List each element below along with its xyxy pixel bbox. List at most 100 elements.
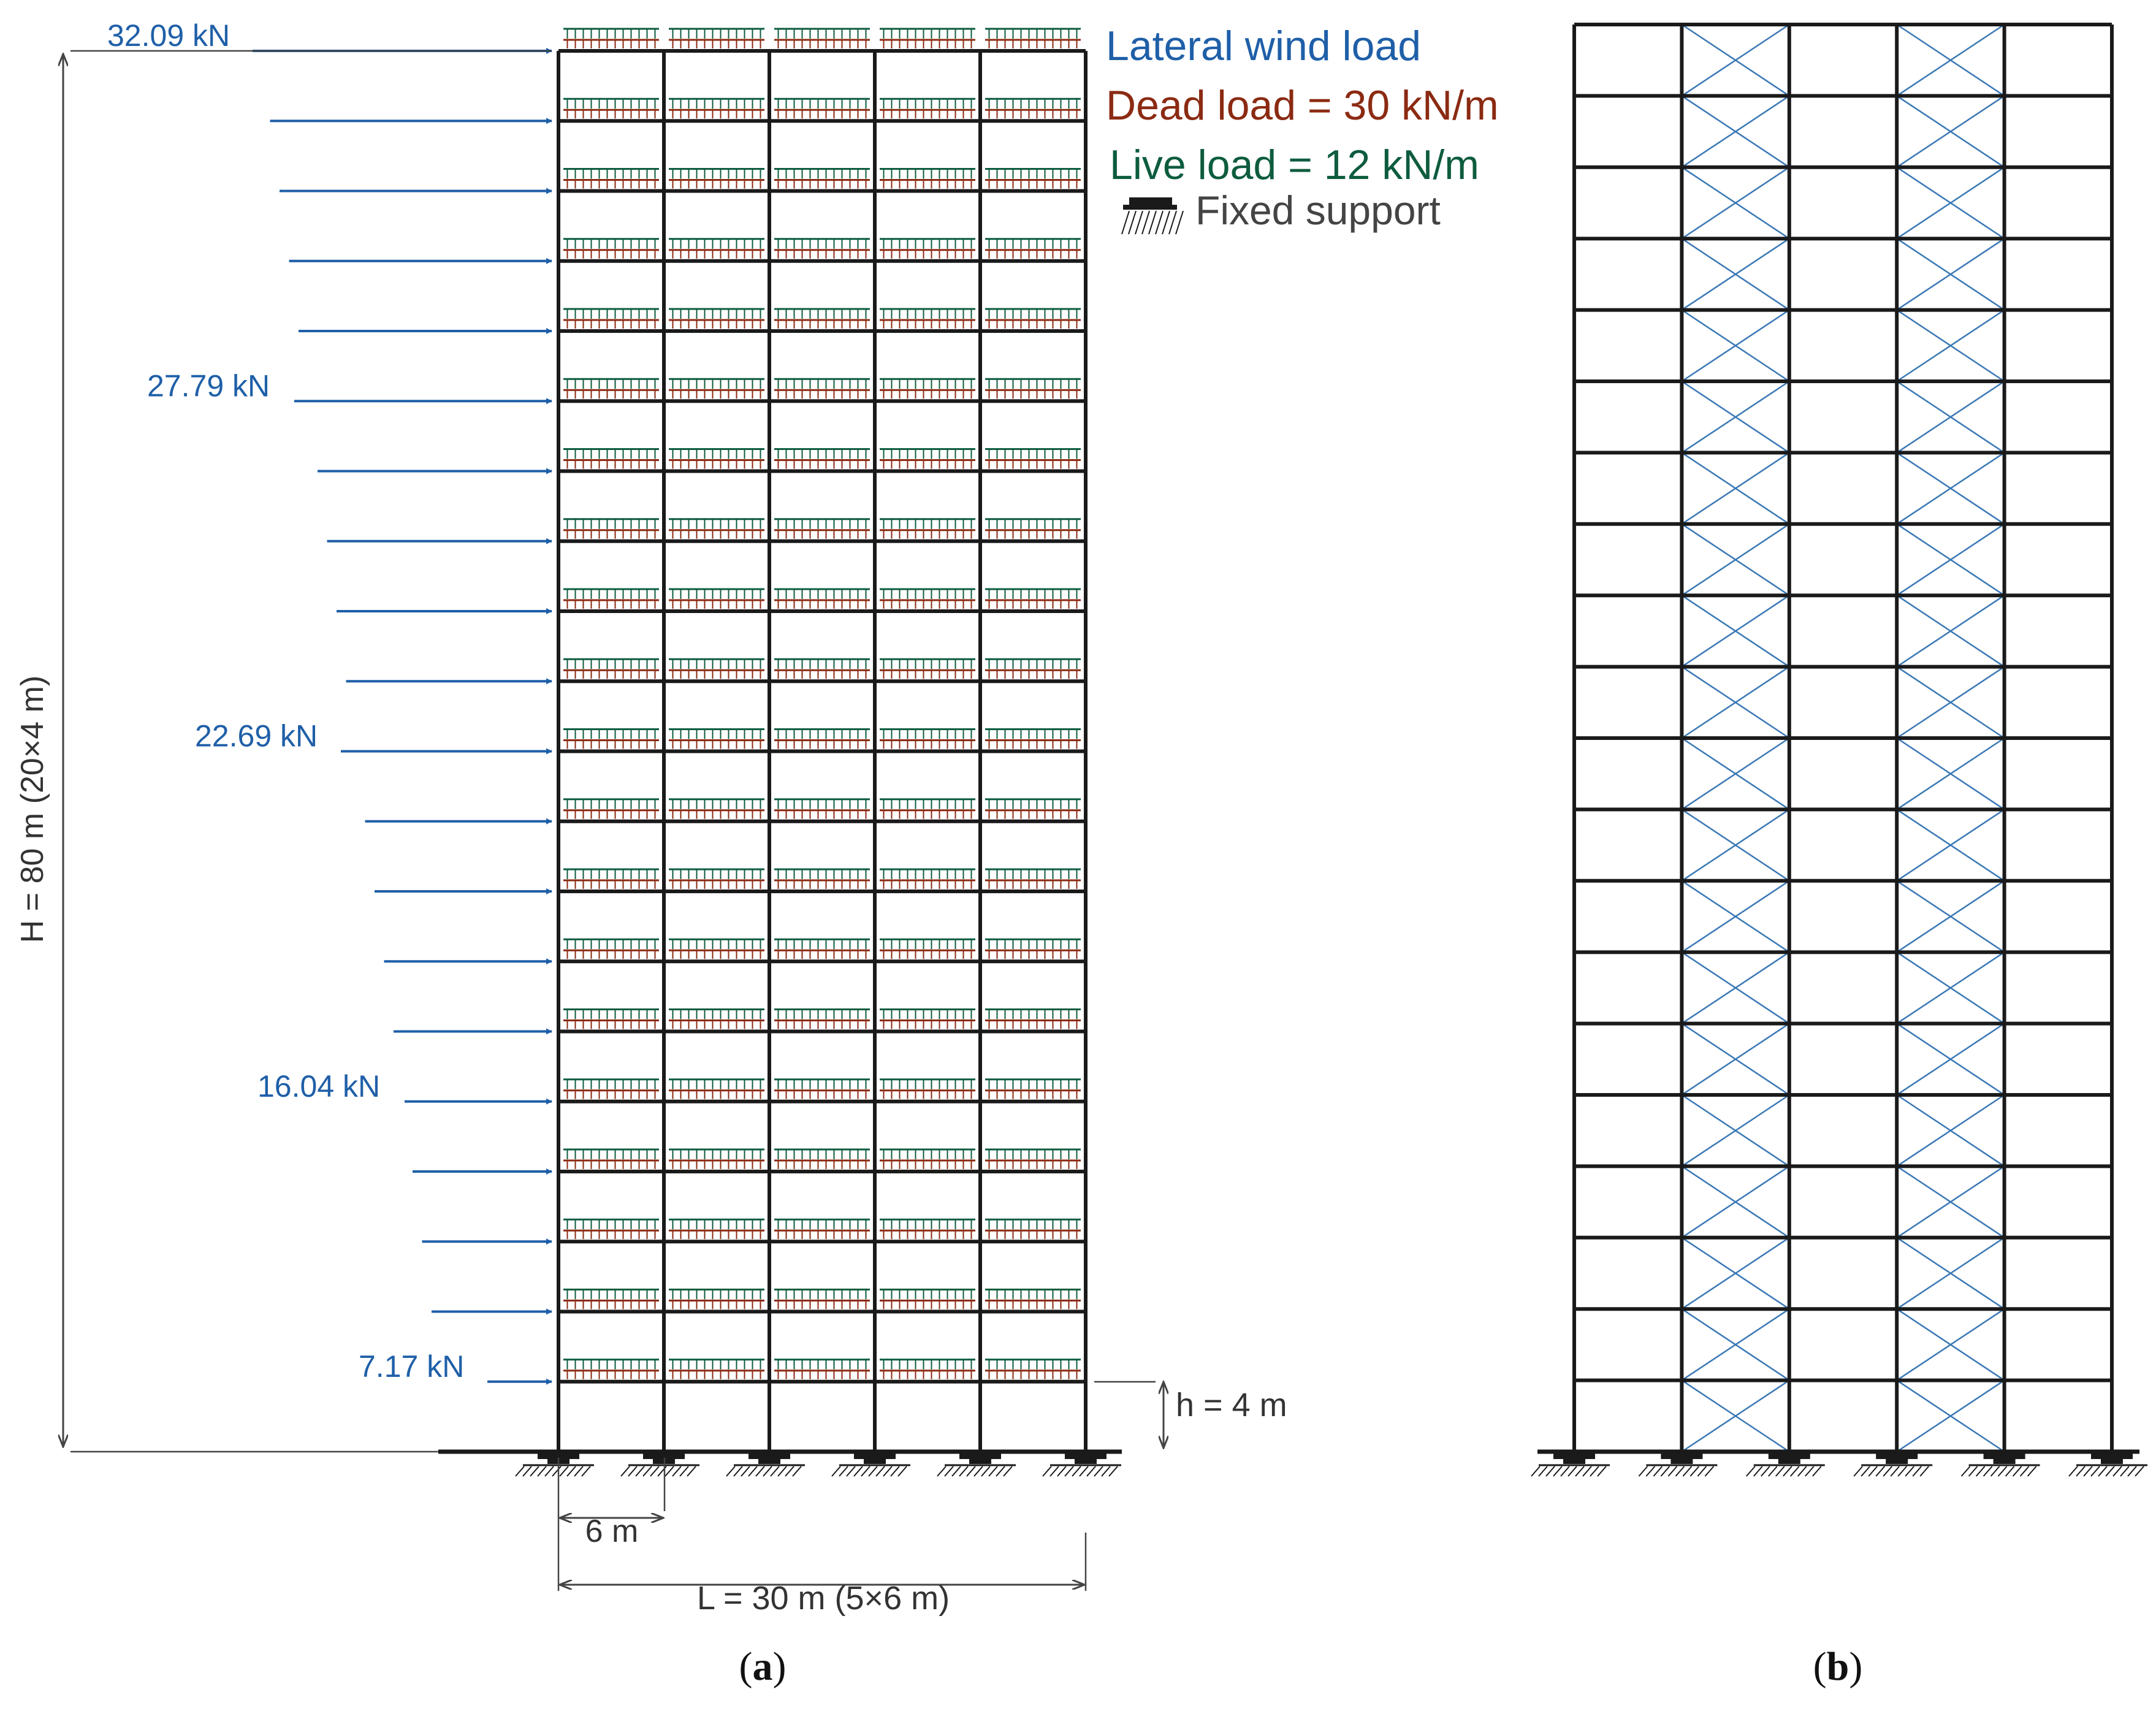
support-hatch — [2076, 1466, 2086, 1477]
fixed-support — [831, 1452, 910, 1477]
support-hatch — [973, 1466, 983, 1477]
bracing-diagonal — [1681, 452, 1790, 525]
support-hatch — [792, 1466, 802, 1477]
bracing-diagonal — [1896, 951, 2005, 1024]
support-hatch — [770, 1466, 780, 1477]
support-hatch — [2019, 1466, 2030, 1477]
bracing-diagonal — [1896, 809, 2005, 882]
support-hatch — [897, 1466, 907, 1477]
legend-wind-label: Lateral wind load — [1106, 23, 1421, 69]
support-plate — [1553, 1452, 1595, 1459]
support-hatch — [1746, 1466, 1756, 1477]
support-hatch — [2112, 1466, 2122, 1477]
legend-support-label: Fixed support — [1195, 188, 1441, 233]
bracing-diagonal — [1681, 880, 1790, 953]
support-hatch — [1968, 1466, 1978, 1477]
support-hatch — [1753, 1466, 1763, 1477]
support-hatch — [2127, 1466, 2137, 1477]
support-hatch — [1545, 1466, 1555, 1477]
support-hatch — [2012, 1466, 2022, 1477]
support-hatch — [679, 1466, 689, 1477]
legend-live-label: Live load = 12 kN/m — [1110, 142, 1479, 188]
support-hatch — [574, 1466, 584, 1477]
legend: Lateral wind load Dead load = 30 kN/m Li… — [1106, 23, 1499, 235]
support-hatch — [733, 1466, 743, 1477]
bracing-diagonal — [1681, 1308, 1790, 1381]
floor-load — [563, 938, 1081, 959]
support-hatch — [1072, 1466, 1081, 1477]
legend-support-hatch — [1155, 210, 1164, 235]
support-hatch — [1783, 1466, 1792, 1477]
frame-b — [1531, 23, 2147, 1477]
support-hatch — [1997, 1466, 2008, 1477]
support-hatch — [537, 1466, 547, 1477]
support-hatch — [687, 1466, 696, 1477]
support-hatch — [522, 1466, 532, 1477]
support-hatch — [1042, 1466, 1052, 1477]
support-hatch — [1560, 1466, 1570, 1477]
support-plate — [1876, 1452, 1918, 1459]
dimensions-a: H = 80 m (20×4 m) h = 4 m 6 m L = 30 m (… — [15, 50, 1287, 1617]
support-hatch — [2027, 1466, 2037, 1477]
support-hatch — [1983, 1466, 1993, 1477]
legend-support-plate — [1129, 197, 1172, 205]
support-hatch — [530, 1466, 539, 1477]
floor-load — [563, 308, 1081, 329]
wind-load-label: 7.17 kN — [359, 1349, 464, 1384]
support-hatch — [1890, 1466, 1900, 1477]
floor-load — [563, 658, 1081, 679]
bracing-diagonal — [1896, 166, 2005, 240]
support-hatch — [951, 1466, 961, 1477]
support-hatch — [1538, 1466, 1548, 1477]
support-hatch — [1868, 1466, 1878, 1477]
support-plate — [959, 1452, 1001, 1459]
bracing-diagonal — [1896, 1023, 2005, 1096]
fixed-support — [1746, 1452, 1825, 1477]
fixed-support — [1960, 1452, 2040, 1477]
bracing-diagonal — [1896, 880, 2005, 953]
support-hatch — [1812, 1466, 1822, 1477]
height-label: H = 80 m (20×4 m) — [15, 676, 50, 943]
support-hatch — [1086, 1466, 1096, 1477]
support-plate — [2091, 1452, 2133, 1459]
bracing-diagonal — [1681, 23, 1790, 97]
bracing-diagonal — [1681, 309, 1790, 383]
support-hatch — [1805, 1466, 1815, 1477]
support-hatch — [966, 1466, 976, 1477]
bracing-diagonal — [1681, 380, 1790, 454]
support-hatch — [861, 1466, 870, 1477]
support-hatch — [1567, 1466, 1577, 1477]
bracing-diagonal — [1681, 666, 1790, 739]
support-hatch — [1960, 1466, 1971, 1477]
support-hatch — [741, 1466, 750, 1477]
wind-loads: 32.09 kN 27.79 kN 22.69 kN 16.04 kN 7.17 kN — [107, 18, 552, 1385]
support-plate — [1661, 1452, 1703, 1459]
bracing-diagonal — [1896, 309, 2005, 383]
support-hatch — [1682, 1466, 1693, 1477]
support-hatch — [883, 1466, 893, 1477]
support-hatch — [620, 1466, 630, 1477]
bracing-diagonal — [1681, 166, 1790, 240]
support-plate — [1768, 1452, 1810, 1459]
bracing-diagonal — [1681, 95, 1790, 168]
bracing-diagonal — [1681, 238, 1790, 311]
support-plate — [1983, 1452, 2025, 1459]
wind-load-label: 22.69 kN — [195, 719, 318, 753]
wind-load-label: 16.04 kN — [257, 1069, 380, 1103]
bracing-diagonal — [1896, 523, 2005, 596]
support-hatch — [515, 1466, 525, 1477]
fixed-support — [620, 1452, 699, 1477]
floor-load — [563, 1289, 1081, 1309]
support-hatch — [1101, 1466, 1111, 1477]
support-hatch — [1775, 1466, 1785, 1477]
support-base — [1886, 1459, 1908, 1464]
support-hatch — [1919, 1466, 1929, 1477]
support-hatch — [996, 1466, 1005, 1477]
support-hatch — [755, 1466, 765, 1477]
bracing-diagonal — [1681, 1165, 1790, 1238]
floor-load — [563, 378, 1081, 399]
support-hatch — [890, 1466, 900, 1477]
legend-support-hatch — [1121, 210, 1130, 235]
support-base — [1778, 1459, 1800, 1464]
